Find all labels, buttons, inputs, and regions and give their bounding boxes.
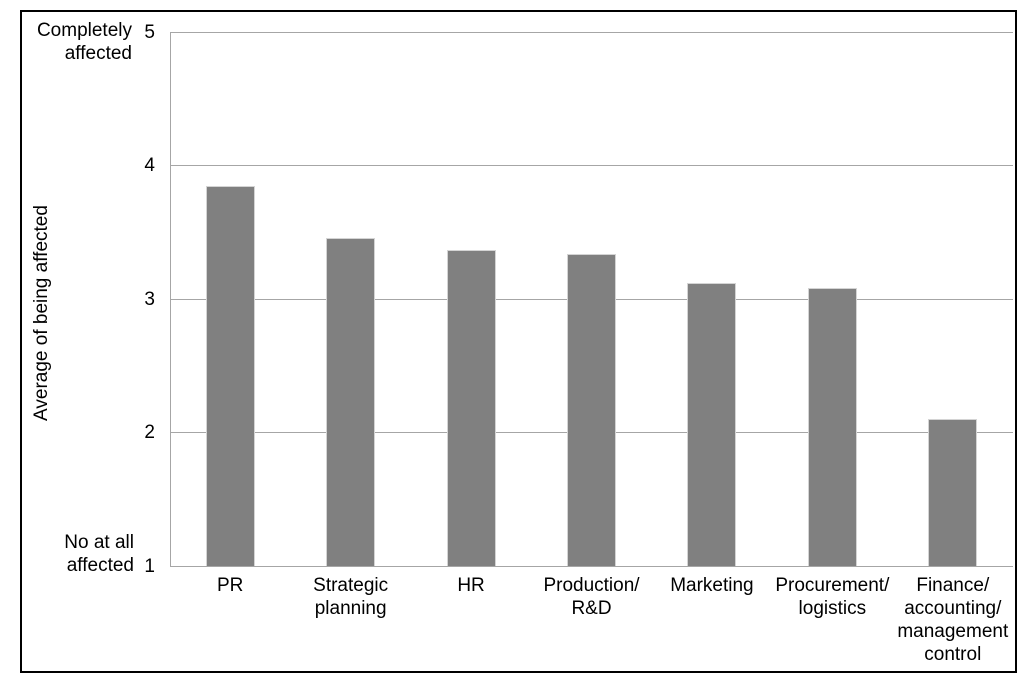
x-category-label-6: Procurement/ logistics: [775, 575, 890, 619]
x-category-label-4: Production/ R&D: [543, 575, 640, 619]
y-tick-label-2: 2: [144, 422, 155, 443]
bar-1: [205, 185, 255, 566]
gridline-y-5: [170, 31, 1013, 33]
gridline-y-1: [170, 565, 1013, 567]
bar-3: [446, 249, 496, 566]
y-tick-label-5: 5: [144, 21, 155, 43]
y-axis-title: Average of being affected: [31, 205, 52, 421]
x-category-label-3: HR: [457, 575, 485, 596]
y-axis-line: [170, 32, 171, 566]
y-axis-annotation-bottom: No at all affected: [64, 532, 134, 576]
bar-2: [326, 237, 376, 566]
y-tick-label-3: 3: [144, 288, 155, 310]
bar-7: [928, 419, 978, 566]
y-axis-annotation-top: Completely affected: [36, 20, 132, 64]
x-category-label-2: Strategic planning: [313, 575, 389, 619]
bar-4: [567, 253, 616, 566]
x-category-label-5: Marketing: [670, 575, 754, 596]
x-category-label-1: PR: [217, 575, 244, 596]
x-category-label-7: Finance/ accounting/ management control: [897, 575, 1009, 665]
gridline-y-4: [170, 165, 1013, 166]
y-tick-label-1: 1: [144, 555, 155, 577]
bar-5: [687, 282, 737, 566]
y-tick-label-4: 4: [144, 155, 155, 176]
bar-6: [807, 288, 857, 566]
